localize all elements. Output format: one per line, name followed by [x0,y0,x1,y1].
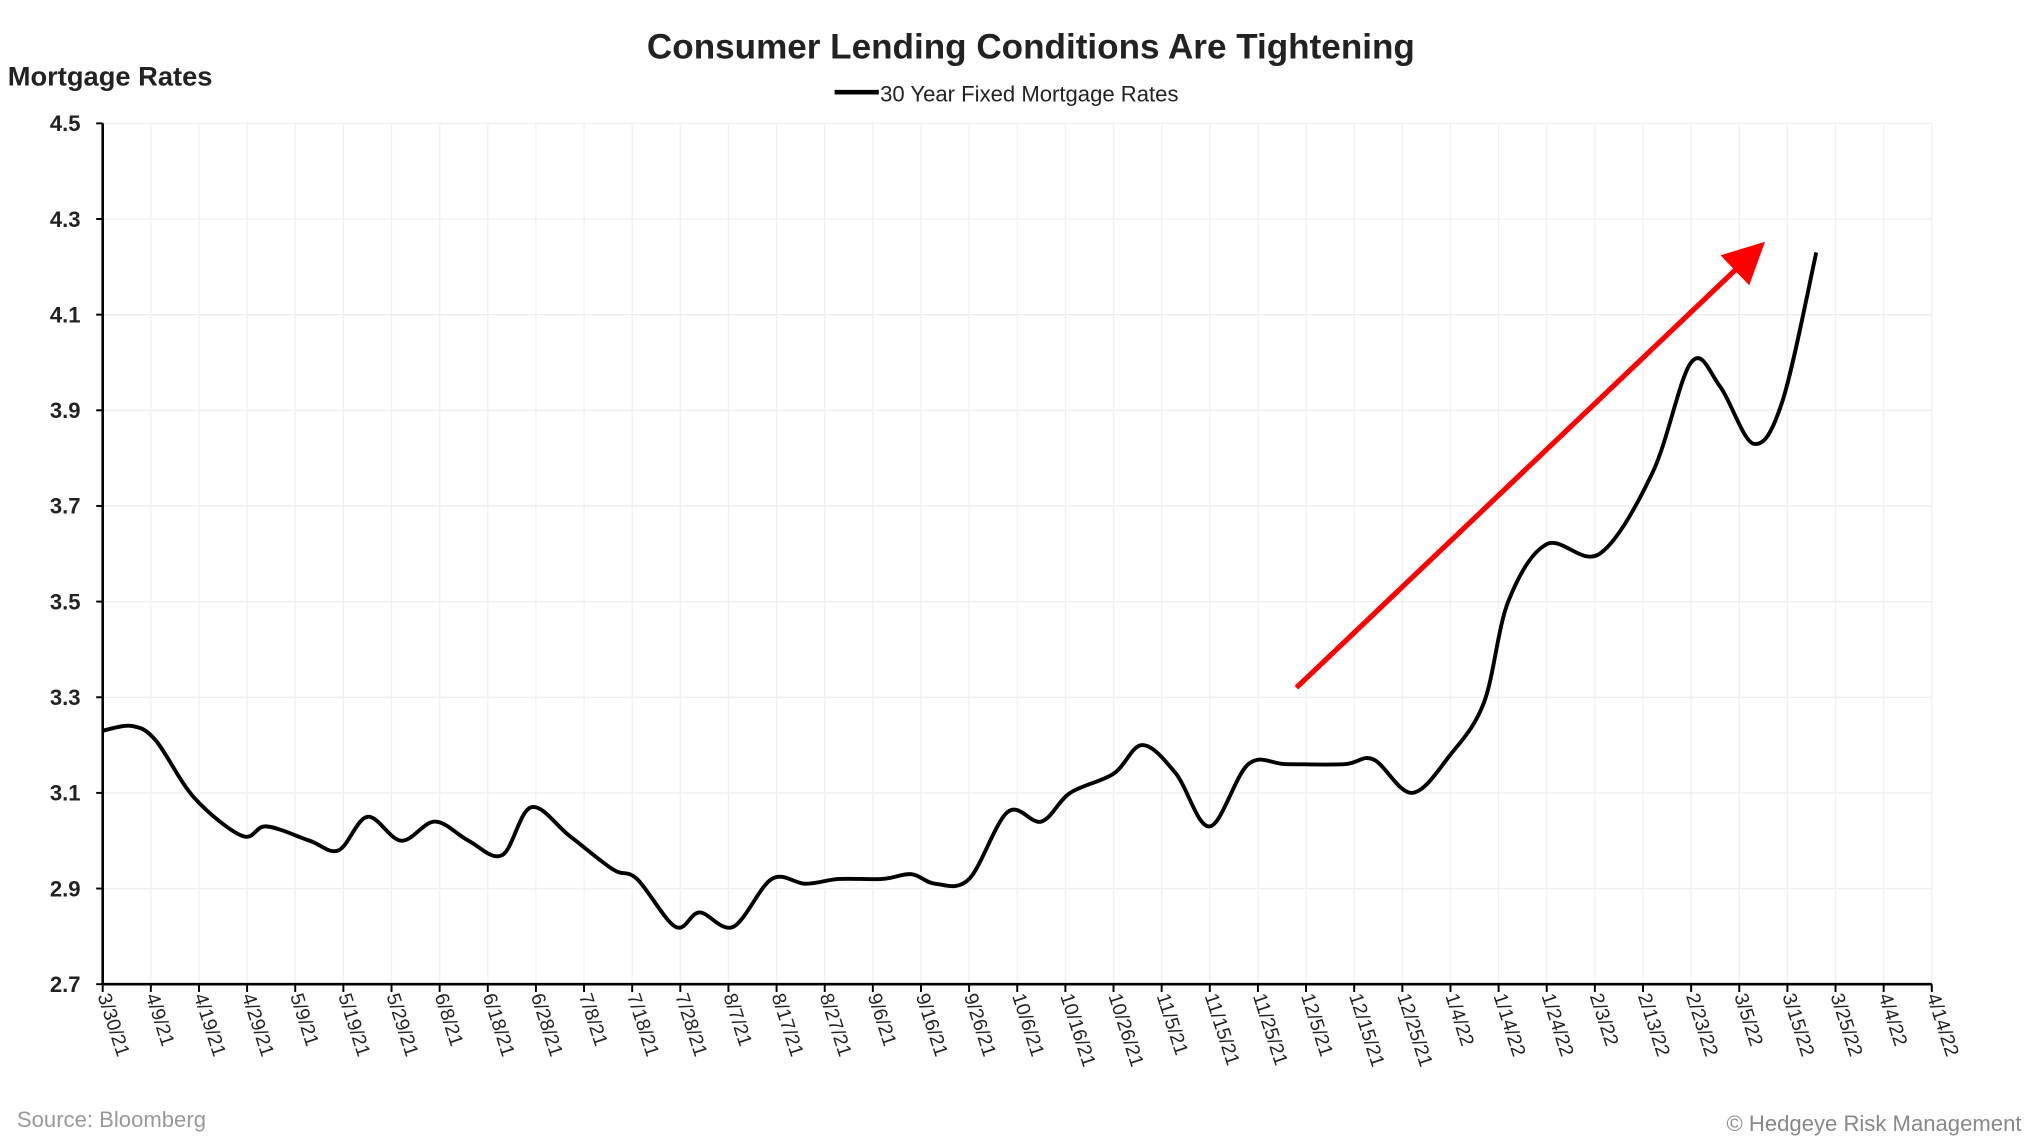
x-tick-label: 5/19/21 [333,991,374,1060]
x-tick-label: 11/15/21 [1200,991,1244,1068]
legend: 30 Year Fixed Mortgage Rates [834,81,1179,106]
y-tick-label: 2.9 [50,876,81,901]
x-tick-label: 10/16/21 [1055,991,1099,1070]
y-tick-label: 3.3 [50,685,81,710]
x-tick-label: 7/8/21 [574,991,612,1049]
x-tick-label: 4/14/22 [1922,991,1963,1060]
annotations [1294,241,1765,690]
x-tick-label: 12/5/21 [1296,991,1337,1060]
x-tick-label: 1/4/22 [1440,991,1478,1049]
x-tick-label: 8/7/21 [718,991,756,1049]
y-tick-label: 3.5 [50,589,81,614]
x-tick-label: 11/25/21 [1248,991,1292,1068]
y-axis-label: Mortgage Rates [8,61,213,92]
y-tick-label: 4.1 [50,302,81,327]
y-tick-label: 2.7 [50,972,81,997]
series-line [102,252,1819,930]
x-tick-label: 2/13/22 [1633,991,1674,1060]
chart-title: Consumer Lending Conditions Are Tighteni… [647,27,1415,66]
x-tick-label: 3/25/22 [1826,991,1867,1060]
y-tick-label: 4.3 [50,207,81,232]
x-tick-label: 2/3/22 [1585,991,1623,1049]
x-tick-label: 5/9/21 [285,991,323,1049]
x-tick-label: 11/5/21 [1152,991,1193,1058]
x-tick-label: 12/15/21 [1344,991,1388,1070]
x-tick-label: 3/15/22 [1777,991,1818,1060]
x-tick-label: 9/26/21 [959,991,1000,1060]
legend-label: 30 Year Fixed Mortgage Rates [880,81,1178,106]
x-tick-label: 6/28/21 [526,991,567,1060]
x-tick-label: 4/4/22 [1874,991,1912,1049]
x-tick-label: 10/6/21 [1007,991,1048,1060]
x-tick-label: 3/30/21 [93,991,134,1060]
x-tick-label: 4/9/21 [141,991,179,1049]
x-tick-label: 1/24/22 [1537,991,1578,1060]
x-tick-label: 9/6/21 [863,991,901,1049]
trend-arrow [1294,241,1765,690]
x-tick-label: 7/28/21 [670,991,711,1060]
x-tick-label: 5/29/21 [382,991,423,1060]
x-tick-label: 3/5/22 [1729,991,1767,1049]
y-ticks: 4.5 4.3 4.1 3.9 3.7 3.5 3.3 3.1 2.9 2.7 [50,111,81,997]
source-note: Source: Bloomberg [17,1107,206,1132]
x-ticks: 3/30/21 4/9/21 4/19/21 4/29/21 5/9/21 5/19/21… [93,991,1963,1070]
x-tick-label: 6/18/21 [478,991,519,1060]
y-tick-label: 3.1 [50,781,81,806]
x-tick-label: 6/8/21 [430,991,468,1049]
x-tick-label: 12/25/21 [1392,991,1436,1070]
copyright-note: © Hedgeye Risk Management [1726,1111,2021,1136]
x-tick-label: 1/14/22 [1489,991,1530,1060]
x-tick-label: 4/29/21 [237,991,278,1060]
x-tick-label: 8/27/21 [815,991,856,1060]
grid [102,122,1933,985]
x-tick-label: 8/17/21 [767,991,808,1060]
y-tick-label: 3.9 [50,398,81,423]
x-tick-label: 9/16/21 [911,991,952,1060]
series [102,252,1819,930]
x-tick-label: 4/19/21 [189,991,230,1060]
x-tick-label: 7/18/21 [622,991,663,1060]
axes [96,122,1933,992]
x-tick-label: 10/26/21 [1104,991,1148,1070]
y-tick-label: 4.5 [50,111,81,136]
x-tick-label: 2/23/22 [1681,991,1722,1060]
y-tick-label: 3.7 [50,494,81,519]
